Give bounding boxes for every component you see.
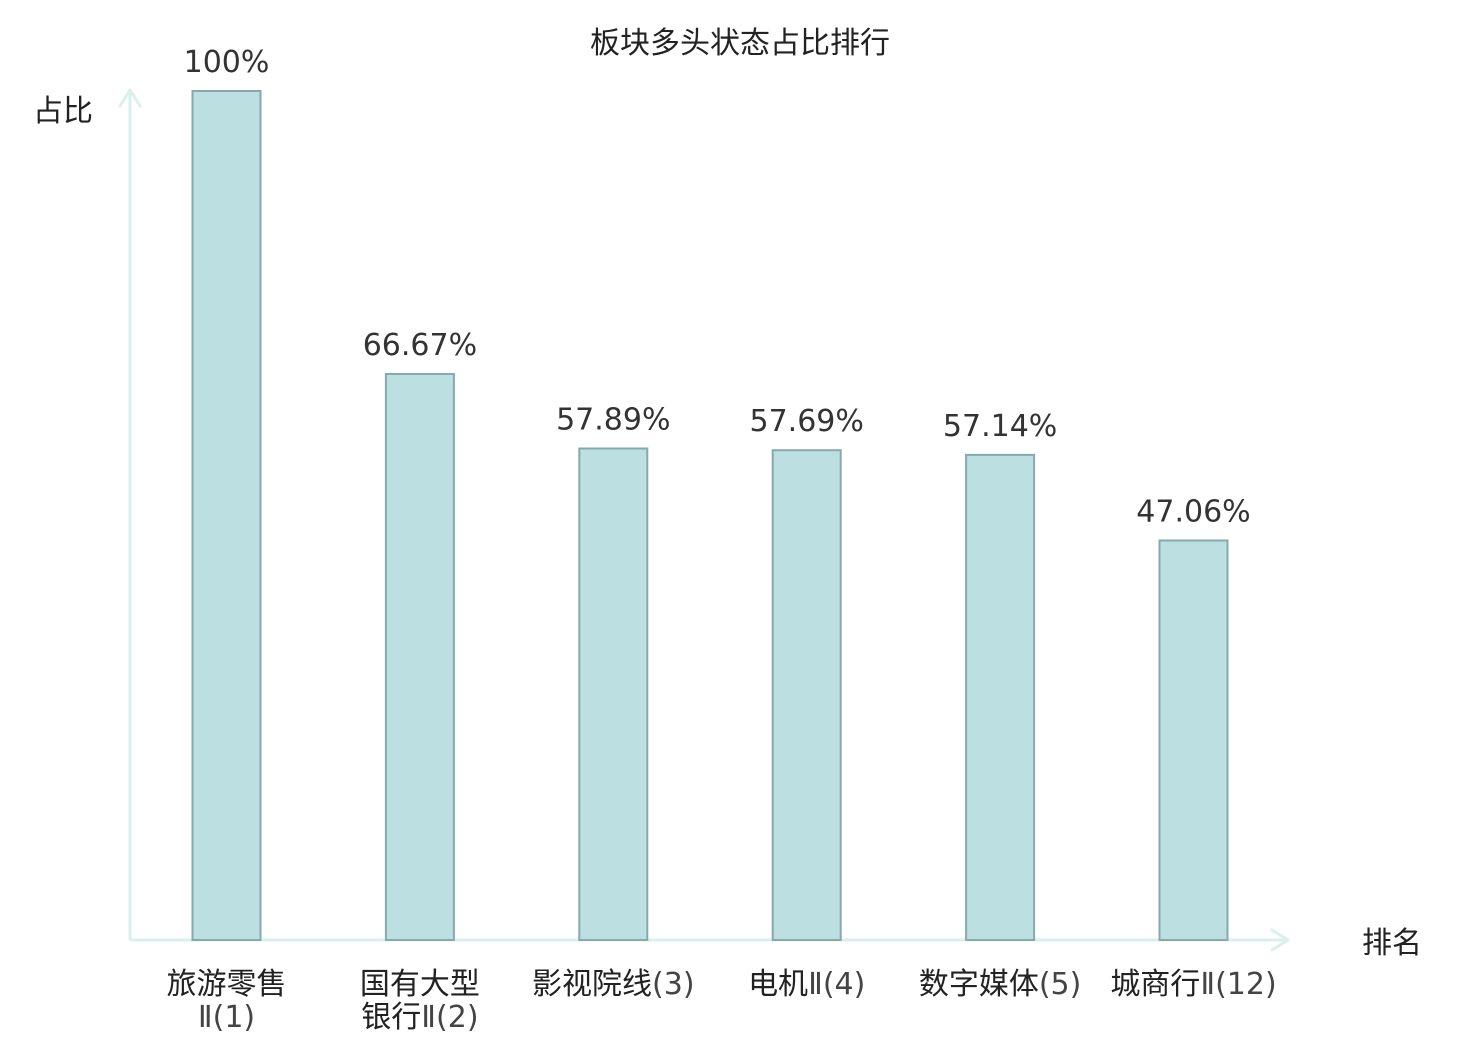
x-tick-label-line: 影视院线(3) [532,967,695,1002]
bar [1158,539,1229,941]
x-tick-category-name: 旅游零售 [167,967,287,1002]
x-axis-arrow [1270,928,1290,952]
bar-value-label: 47.06% [1136,495,1250,530]
x-axis [130,928,1290,952]
bar [384,373,455,941]
bar [578,447,649,941]
x-tick-category-name: 城商行 [1110,967,1200,1002]
bar-value-label: 57.69% [750,404,864,439]
value-labels: 100% 66.67% 57.89% 57.69% 57.14% 47.06% [184,45,1251,530]
x-tick-label: 国有大型银行Ⅱ(2) [360,967,480,1035]
x-tick-labels: 旅游零售 Ⅱ(1) 国有大型银行Ⅱ(2) 影视院线(3) 电机Ⅱ(4) 数字媒体(5) 城商… [167,967,1277,1035]
y-axis-arrow [118,88,142,108]
x-tick-label-line: 国有大型 [360,967,480,1002]
x-tick-label: 数字媒体(5) [919,967,1082,1002]
x-tick-category-name: 银行 [361,1000,421,1035]
bar [965,453,1036,941]
x-tick-label-line: 银行Ⅱ(2) [361,1000,478,1035]
x-tick-label-line: 城商行Ⅱ(12) [1110,967,1276,1002]
bar-value-label: 100% [184,45,270,80]
x-tick-category-name: 影视院线 [532,967,652,1002]
x-tick-rank: (3) [652,967,695,1002]
x-tick-label-line: 数字媒体(5) [919,967,1082,1002]
x-tick-rank: (5) [1039,967,1082,1002]
y-axis-label: 占比 [33,94,93,129]
bar-value-label: 57.14% [943,409,1057,444]
y-axis [118,88,142,940]
x-tick-label: 城商行Ⅱ(12) [1110,967,1276,1002]
x-tick-label-line: 旅游零售 [167,967,287,1002]
bar-value-label: 57.89% [556,403,670,438]
x-tick-rank: Ⅱ(4) [808,967,865,1002]
x-tick-rank: Ⅱ(12) [1200,967,1276,1002]
x-tick-rank: Ⅱ(2) [421,1000,478,1035]
bar [191,90,262,941]
x-tick-rank: Ⅱ(1) [198,1000,255,1035]
chart-title: 板块多头状态占比排行 [590,26,890,61]
bars [191,90,1229,941]
x-axis-label: 排名 [1362,926,1422,961]
x-tick-label-line: 电机Ⅱ(4) [748,967,865,1002]
x-tick-label-line: Ⅱ(1) [198,1000,255,1035]
x-tick-category-name: 国有大型 [360,967,480,1002]
x-tick-category-name: 数字媒体 [919,967,1039,1002]
x-tick-label: 旅游零售 Ⅱ(1) [167,967,287,1035]
bar-value-label: 66.67% [363,328,477,363]
bar [771,449,842,941]
x-tick-label: 影视院线(3) [532,967,695,1002]
x-tick-category-name: 电机 [748,967,808,1002]
x-tick-label: 电机Ⅱ(4) [748,967,865,1002]
